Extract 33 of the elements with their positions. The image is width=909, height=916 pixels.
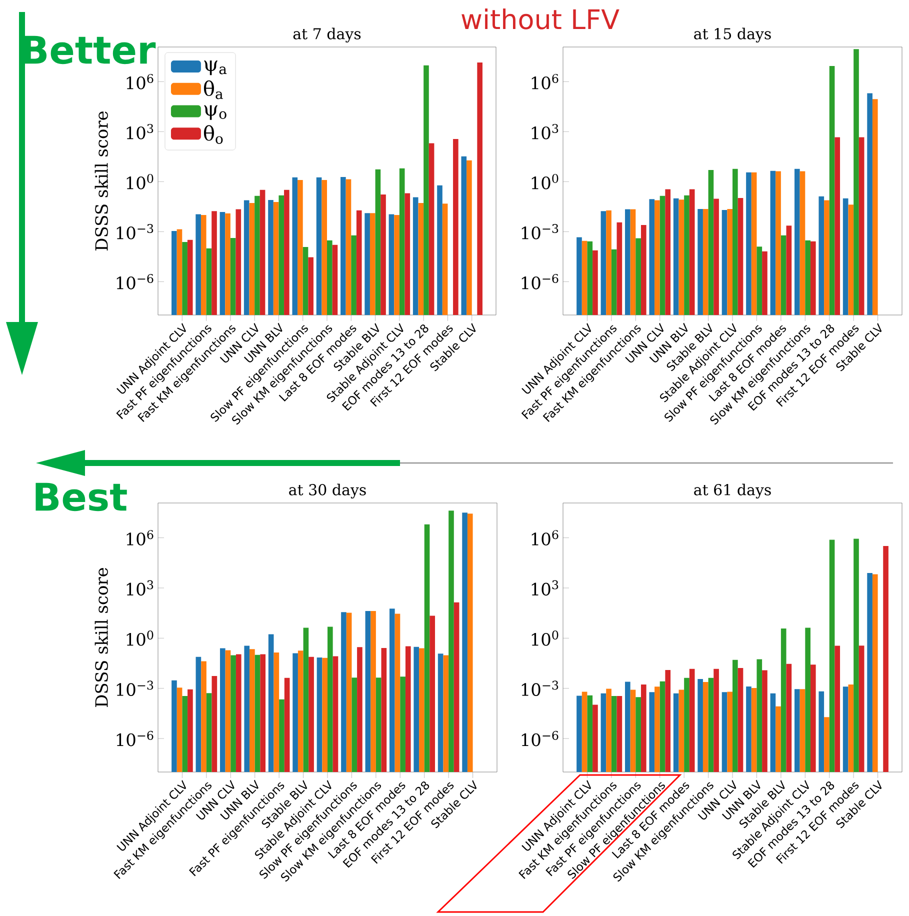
y-tick-label: 10$^{−3}$ bbox=[116, 224, 154, 240]
legend-label: ψ$_{o}$ bbox=[204, 105, 226, 120]
legend-label: θ$_{o}$ bbox=[204, 125, 223, 144]
text: Better bbox=[24, 36, 156, 64]
y-tick-label: 10$^{0}$ bbox=[532, 174, 558, 190]
chart-title: at 61 days bbox=[694, 484, 771, 498]
text: Best bbox=[36, 482, 127, 512]
y-tick-label: 10$^{3}$ bbox=[532, 580, 558, 596]
chart-title: at 15 days bbox=[694, 28, 771, 42]
y-tick-label: 10$^{−6}$ bbox=[116, 274, 154, 290]
y-tick-label: 10$^{3}$ bbox=[126, 580, 154, 596]
text: without LFV bbox=[462, 8, 620, 30]
y-tick-label: 10$^{3}$ bbox=[126, 124, 154, 140]
y-tick-label: 10$^{−3}$ bbox=[116, 680, 154, 696]
y-tick-label: 10$^{−3}$ bbox=[522, 680, 558, 696]
y-tick-label: 10$^{0}$ bbox=[126, 630, 154, 646]
y-axis-title: DSSS skill score bbox=[94, 568, 108, 707]
y-tick-label: 10$^{−3}$ bbox=[522, 224, 558, 240]
y-tick-label: 10$^{0}$ bbox=[532, 630, 558, 646]
y-tick-label: 10$^{−6}$ bbox=[522, 274, 558, 290]
y-tick-label: 10$^{0}$ bbox=[126, 174, 154, 190]
legend-label: θ$_{a}$ bbox=[204, 80, 223, 100]
y-tick-label: 10$^{6}$ bbox=[532, 530, 558, 546]
y-tick-label: 10$^{−6}$ bbox=[116, 730, 154, 746]
y-tick-label: 10$^{6}$ bbox=[126, 530, 154, 546]
y-tick-label: 10$^{3}$ bbox=[532, 124, 558, 140]
y-tick-label: 10$^{6}$ bbox=[532, 74, 558, 90]
legend-label: ψ$_{a}$ bbox=[204, 60, 227, 76]
y-axis-title: DSSS skill score bbox=[94, 111, 108, 250]
y-tick-label: 10$^{6}$ bbox=[126, 74, 154, 90]
y-tick-label: 10$^{−6}$ bbox=[522, 730, 558, 746]
chart-title: at 7 days bbox=[293, 28, 361, 42]
chart-title: at 30 days bbox=[289, 484, 366, 498]
